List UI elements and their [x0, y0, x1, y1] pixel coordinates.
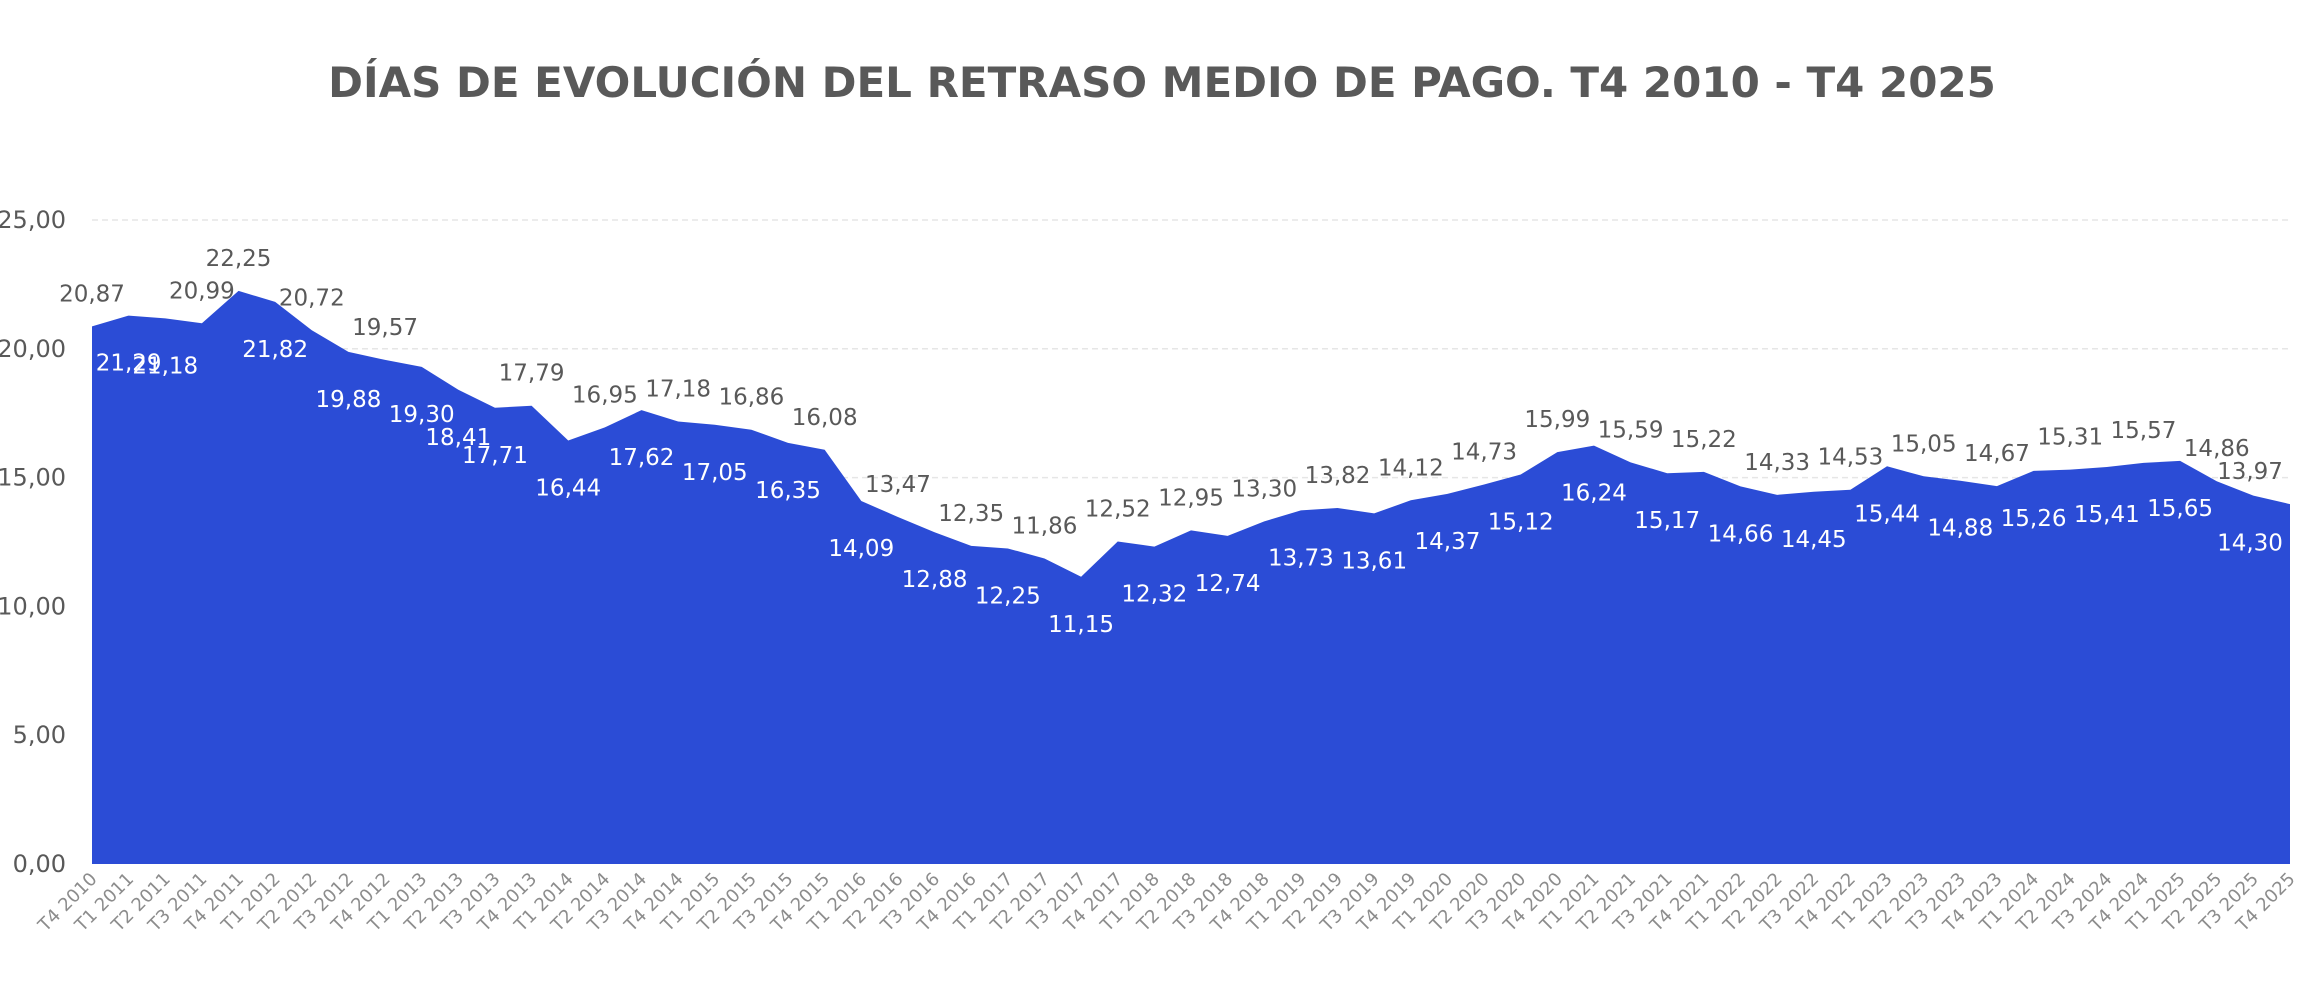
data-label: 13,97: [2217, 459, 2283, 485]
data-label: 22,25: [206, 246, 272, 272]
data-label: 13,30: [1231, 476, 1297, 502]
data-label: 12,74: [1195, 571, 1261, 597]
data-label: 14,09: [828, 536, 894, 562]
data-label: 12,95: [1158, 485, 1224, 511]
data-label: 15,59: [1598, 417, 1664, 443]
data-label: 17,05: [682, 460, 748, 486]
data-label: 16,44: [535, 476, 601, 502]
data-label: 19,88: [316, 387, 382, 413]
y-tick-label: 15,00: [0, 464, 66, 492]
data-label: 15,99: [1524, 407, 1590, 433]
data-label: 15,31: [2037, 425, 2103, 451]
data-label: 19,57: [352, 315, 418, 341]
data-label: 14,86: [2184, 436, 2250, 462]
data-label: 13,82: [1305, 463, 1371, 489]
data-label: 21,18: [132, 353, 198, 379]
y-axis: 0,00 5,00 10,00 15,00 20,00 25,00: [0, 206, 66, 878]
y-tick-label: 25,00: [0, 206, 66, 234]
data-label: 12,52: [1085, 496, 1151, 522]
data-label: 17,18: [645, 376, 711, 402]
data-label: 12,25: [975, 583, 1041, 609]
data-label: 17,79: [499, 361, 565, 387]
data-label: 14,73: [1451, 440, 1517, 466]
data-label: 12,88: [902, 567, 968, 593]
data-label: 13,73: [1268, 545, 1334, 571]
data-label: 17,62: [609, 445, 675, 471]
data-label: 16,24: [1561, 481, 1627, 507]
data-label: 12,32: [1121, 582, 1187, 608]
data-label: 20,87: [59, 281, 125, 307]
data-label: 20,99: [169, 278, 235, 304]
data-label: 11,15: [1048, 612, 1114, 638]
data-label: 19,30: [389, 402, 455, 428]
data-label: 15,57: [2111, 418, 2177, 444]
data-label: 14,12: [1378, 455, 1444, 481]
data-label: 16,86: [718, 385, 784, 411]
data-label: 14,88: [1927, 516, 1993, 542]
data-label: 12,35: [938, 501, 1004, 527]
area-series: [92, 290, 2290, 865]
data-label: 15,22: [1671, 427, 1737, 453]
data-label: 16,95: [572, 382, 638, 408]
data-label: 13,61: [1341, 548, 1407, 574]
y-tick-label: 20,00: [0, 335, 66, 363]
data-label: 15,26: [2001, 506, 2067, 532]
data-label: 14,30: [2217, 531, 2283, 557]
data-label: 15,65: [2147, 496, 2213, 522]
data-label: 15,17: [1634, 508, 1700, 534]
data-label: 14,53: [1817, 445, 1883, 471]
chart-title: DÍAS DE EVOLUCIÓN DEL RETRASO MEDIO DE P…: [328, 57, 1996, 107]
y-tick-label: 10,00: [0, 592, 66, 620]
data-label: 20,72: [279, 285, 345, 311]
y-tick-label: 0,00: [13, 850, 66, 878]
data-label: 21,82: [242, 337, 308, 363]
data-label: 21,29: [96, 351, 162, 377]
data-label: 14,67: [1964, 441, 2030, 467]
data-label: 15,41: [2074, 502, 2140, 528]
data-label: 14,37: [1415, 529, 1481, 555]
data-label: 16,08: [792, 405, 858, 431]
series-area: [92, 290, 2290, 865]
data-label: 11,86: [1012, 513, 1078, 539]
data-label: 16,35: [755, 478, 821, 504]
data-label: 13,47: [865, 472, 931, 498]
data-label: 14,66: [1708, 521, 1774, 547]
data-label: 18,41: [425, 425, 491, 451]
data-label: 14,45: [1781, 527, 1847, 553]
data-label: 15,44: [1854, 501, 1920, 527]
data-label: 17,71: [462, 443, 528, 469]
y-tick-label: 5,00: [13, 721, 66, 749]
data-label: 15,12: [1488, 510, 1554, 536]
data-label: 15,05: [1891, 431, 1957, 457]
data-label: 14,33: [1744, 450, 1810, 476]
